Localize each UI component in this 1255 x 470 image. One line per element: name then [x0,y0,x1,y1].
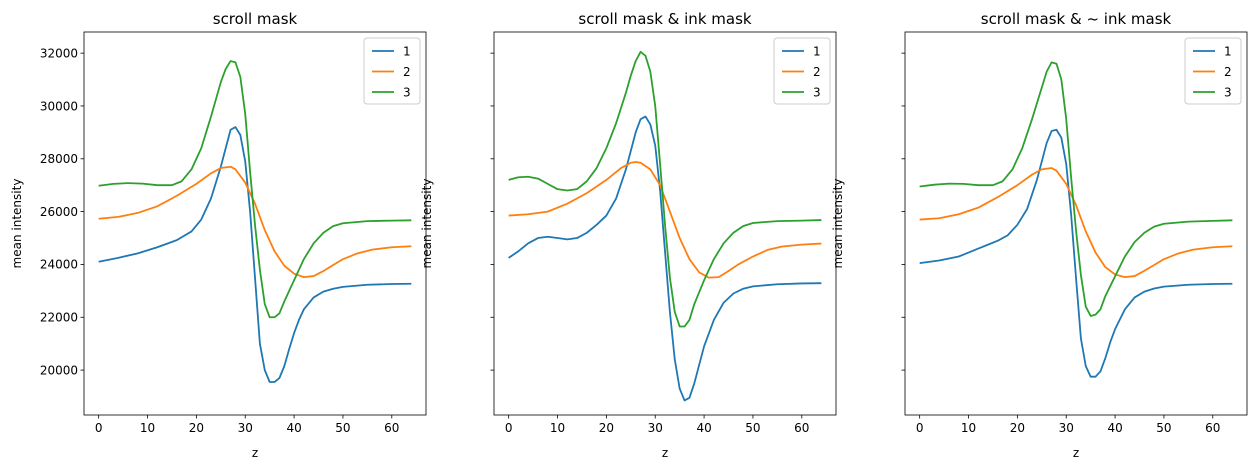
chart-panel-2: 0 10 20 30 40 50 60 scroll mask & ink mask z mean… [420,10,837,460]
x-tick-label: 20 [1010,421,1025,435]
y-tick-label: 32000 [40,46,78,60]
y-axis-label: mean intensity [831,179,845,269]
x-tick-label: 60 [1205,421,1220,435]
chart-title: scroll mask & ~ ink mask [981,10,1172,28]
series-line-3 [98,60,412,319]
series-line-2 [98,165,412,279]
x-tick-label: 10 [550,421,565,435]
legend: 1 2 3 [773,37,831,105]
chart-title: scroll mask [213,10,298,28]
x-tick-label: 0 [916,421,924,435]
x-tick-label: 0 [95,421,103,435]
series-line-2 [919,167,1233,279]
x-tick-label: 40 [696,421,711,435]
x-tick-label: 30 [1059,421,1074,435]
x-tick-label: 20 [189,421,204,435]
x-tick-label: 0 [505,421,513,435]
x-tick-label: 40 [286,421,301,435]
legend-label: 1 [403,44,411,58]
chart-panel-3: 0 10 20 30 40 50 60 scroll mask & ~ ink mask z me… [831,10,1248,460]
x-tick-label: 50 [335,421,350,435]
x-tick-label: 40 [1107,421,1122,435]
series-line-1 [919,128,1233,378]
x-axis-label: z [1073,446,1079,460]
legend-label: 1 [1224,44,1232,58]
legend-label: 2 [403,65,411,79]
x-tick-label: 60 [794,421,809,435]
legend: 1 2 3 [1184,37,1242,105]
x-tick-label: 60 [384,421,399,435]
axes-frame [904,31,1248,416]
legend-label: 3 [403,85,411,99]
chart-panel-1: 0 10 20 30 40 50 60 20000 22000 24000 26000 28000 30… [10,10,427,460]
y-tick-label: 24000 [40,258,78,272]
axes-frame [493,31,837,416]
x-tick-label: 10 [961,421,976,435]
legend-label: 3 [813,85,821,99]
x-axis-label: z [662,446,668,460]
x-axis-label: z [252,446,258,460]
series-line-1 [508,115,822,402]
series-line-1 [98,126,412,383]
x-tick-label: 30 [648,421,663,435]
legend-label: 2 [813,65,821,79]
legend-label: 2 [1224,65,1232,79]
y-tick-label: 26000 [40,205,78,219]
y-tick-label: 28000 [40,152,78,166]
series-line-2 [508,161,822,279]
x-tick-label: 30 [238,421,253,435]
y-tick-label: 20000 [40,363,78,377]
y-axis-label: mean intensity [10,179,24,269]
legend-label: 3 [1224,85,1232,99]
x-tick-label: 20 [599,421,614,435]
series-line-3 [919,61,1233,317]
y-tick-label: 22000 [40,311,78,325]
y-axis-label: mean intensity [420,179,434,269]
legend-label: 1 [813,44,821,58]
x-tick-label: 50 [745,421,760,435]
axes-frame [83,31,427,416]
y-tick-label: 30000 [40,99,78,113]
x-tick-label: 10 [140,421,155,435]
legend: 1 2 3 [363,37,421,105]
series-line-3 [508,50,822,328]
chart-title: scroll mask & ink mask [578,10,751,28]
x-tick-label: 50 [1156,421,1171,435]
